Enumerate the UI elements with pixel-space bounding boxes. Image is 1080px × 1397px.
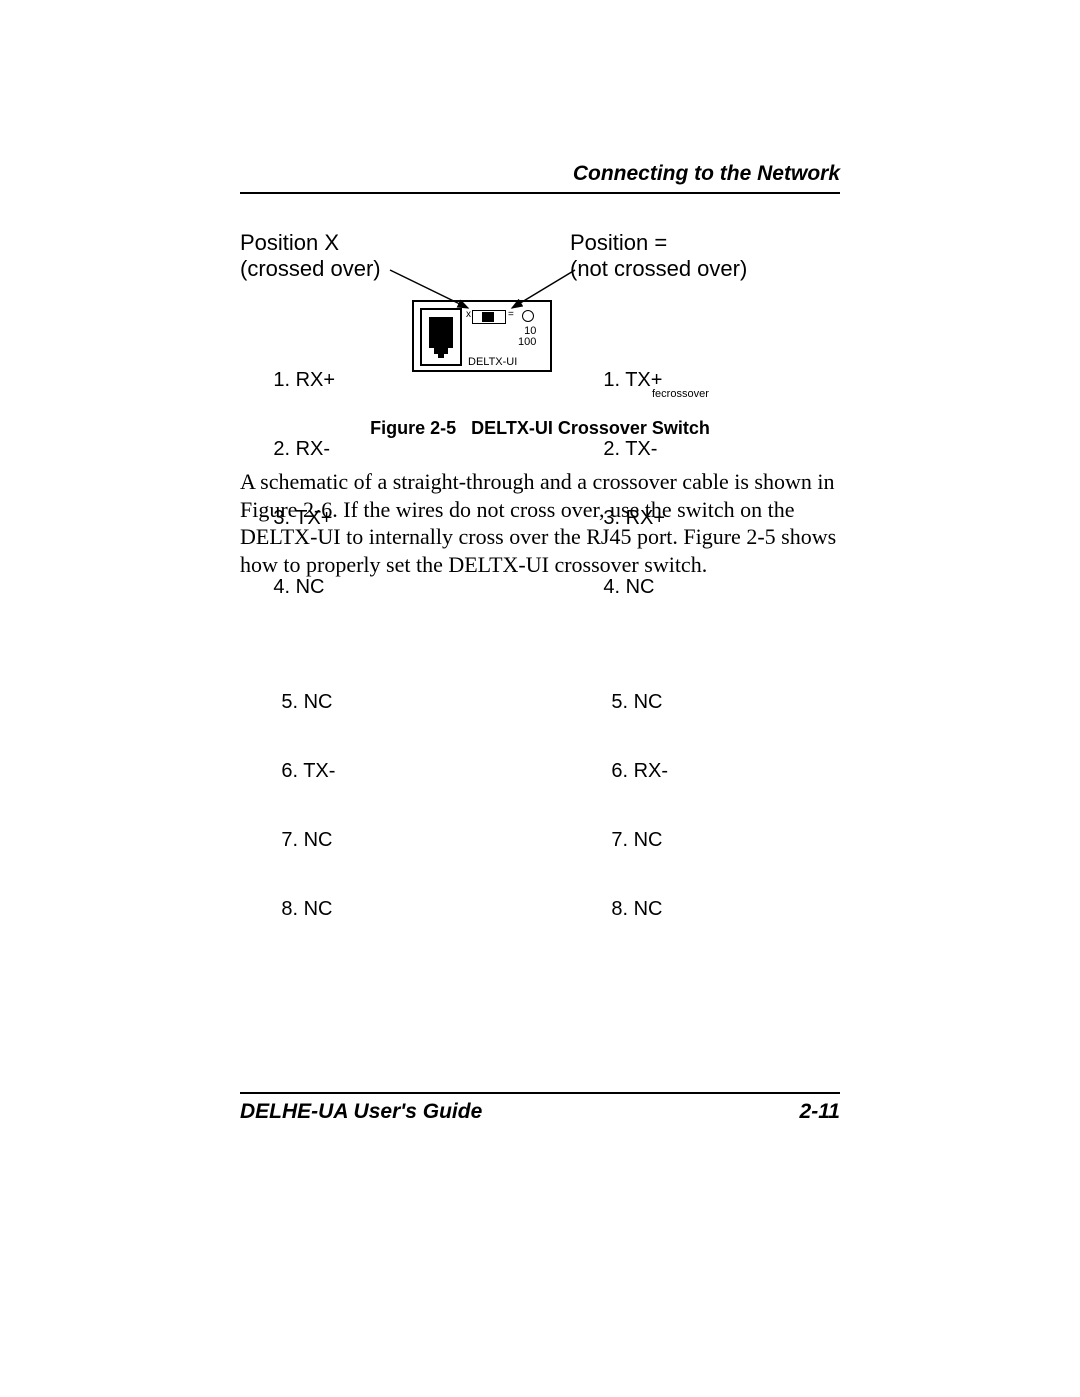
pinout-eq: 1. TX+ 2. TX- 3. RX+ 4. NC 5. NC 6. RX- … (570, 300, 668, 990)
led-label-100: 100 (518, 337, 536, 348)
position-x-title: Position X (crossed over) (240, 230, 381, 283)
crossover-diagram: Position X (crossed over) Position = (no… (240, 230, 840, 410)
page-header-title: Connecting to the Network (573, 162, 840, 186)
switch-eq-label: = (508, 309, 514, 320)
rj45-shape-icon (426, 314, 456, 360)
pin-label: 2. TX- (603, 438, 665, 461)
position-eq-line1: Position = (570, 230, 667, 255)
switch-knob-icon (482, 312, 494, 322)
figure-caption-title: DELTX-UI Crossover Switch (471, 418, 710, 438)
pinout-x-col2: 5. NC 6. TX- 7. NC 8. NC (281, 645, 335, 967)
pin-label: 8. NC (281, 898, 335, 921)
pin-label: 5. NC (281, 691, 335, 714)
pinout-x: 1. RX+ 2. RX- 3. TX+ 4. NC 5. NC 6. TX- … (240, 300, 335, 990)
device-illustration: x = 10 100 DELTX-UI (412, 300, 552, 372)
pin-label: 6. RX- (611, 760, 668, 783)
pin-label: 2. RX- (273, 438, 335, 461)
footer-rule (240, 1092, 840, 1094)
pinout-eq-col2: 5. NC 6. RX- 7. NC 8. NC (611, 645, 668, 967)
pin-label: 4. NC (273, 576, 335, 599)
position-x-line2: (crossed over) (240, 256, 381, 281)
pin-label: 1. RX+ (273, 369, 335, 392)
header-rule (240, 192, 840, 194)
figure-caption-prefix: Figure 2-5 (370, 418, 456, 438)
pin-label: 7. NC (611, 829, 668, 852)
pin-label: 5. NC (611, 691, 668, 714)
body-paragraph: A schematic of a straight-through and a … (240, 468, 840, 578)
position-eq-title: Position = (not crossed over) (570, 230, 747, 283)
pin-label: 4. NC (603, 576, 665, 599)
device-label: DELTX-UI (468, 356, 517, 368)
footer-right: 2-11 (800, 1100, 840, 1124)
position-eq-line2: (not crossed over) (570, 256, 747, 281)
figure-caption: Figure 2-5 DELTX-UI Crossover Switch (240, 418, 840, 439)
footer-left: DELHE-UA User's Guide (240, 1100, 482, 1124)
pin-label: 8. NC (611, 898, 668, 921)
pin-label: 6. TX- (281, 760, 335, 783)
led-icon (522, 310, 534, 322)
fecrossover-label: fecrossover (652, 388, 709, 400)
led-labels: 10 100 (518, 326, 536, 348)
rj45-port-icon (420, 308, 462, 366)
page: Connecting to the Network Position X (cr… (0, 0, 1080, 1397)
pin-label: 7. NC (281, 829, 335, 852)
switch-x-label: x (466, 309, 471, 320)
position-x-line1: Position X (240, 230, 339, 255)
